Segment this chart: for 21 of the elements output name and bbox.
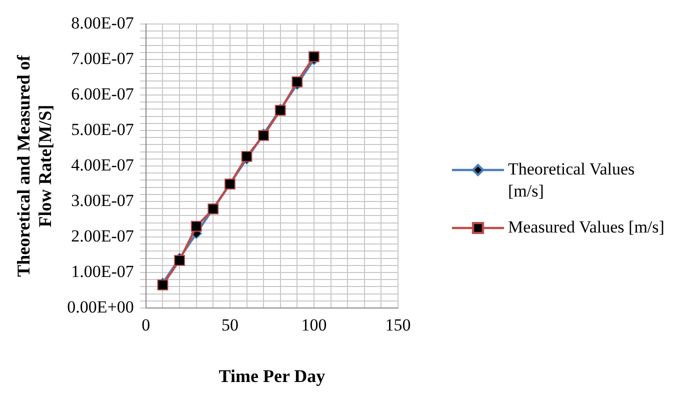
y-tick-label: 4.00E-07: [71, 155, 134, 174]
x-tick-label: 100: [301, 316, 327, 335]
y-tick-label: 1.00E-07: [71, 262, 134, 281]
y-tick-label: 8.00E-07: [71, 13, 134, 32]
x-tick-label: 50: [221, 316, 238, 335]
legend-label: Measured Values [m/s]: [508, 217, 664, 236]
y-tick-label: 2.00E-07: [71, 226, 134, 246]
y-tick-label: 5.00E-07: [71, 120, 134, 139]
point: [190, 220, 202, 232]
point: [241, 150, 252, 162]
point: [292, 76, 303, 88]
y-axis-title: Theoretical and Measured of Flow Rate[M/S]: [13, 54, 56, 277]
x-tick-label: 150: [385, 316, 411, 335]
y-tick-label: 6.00E-07: [71, 84, 134, 104]
point: [308, 51, 320, 62]
x-tick-label: 0: [142, 316, 150, 335]
x-axis-title: Time Per Day: [218, 366, 326, 386]
y-tick-label: 3.00E-07: [71, 190, 134, 210]
legend-label: Theoretical Values [m/s]: [508, 159, 635, 200]
y-tick-label: 0.00E+00: [67, 297, 134, 316]
y-tick-label: 7.00E-07: [71, 48, 134, 68]
